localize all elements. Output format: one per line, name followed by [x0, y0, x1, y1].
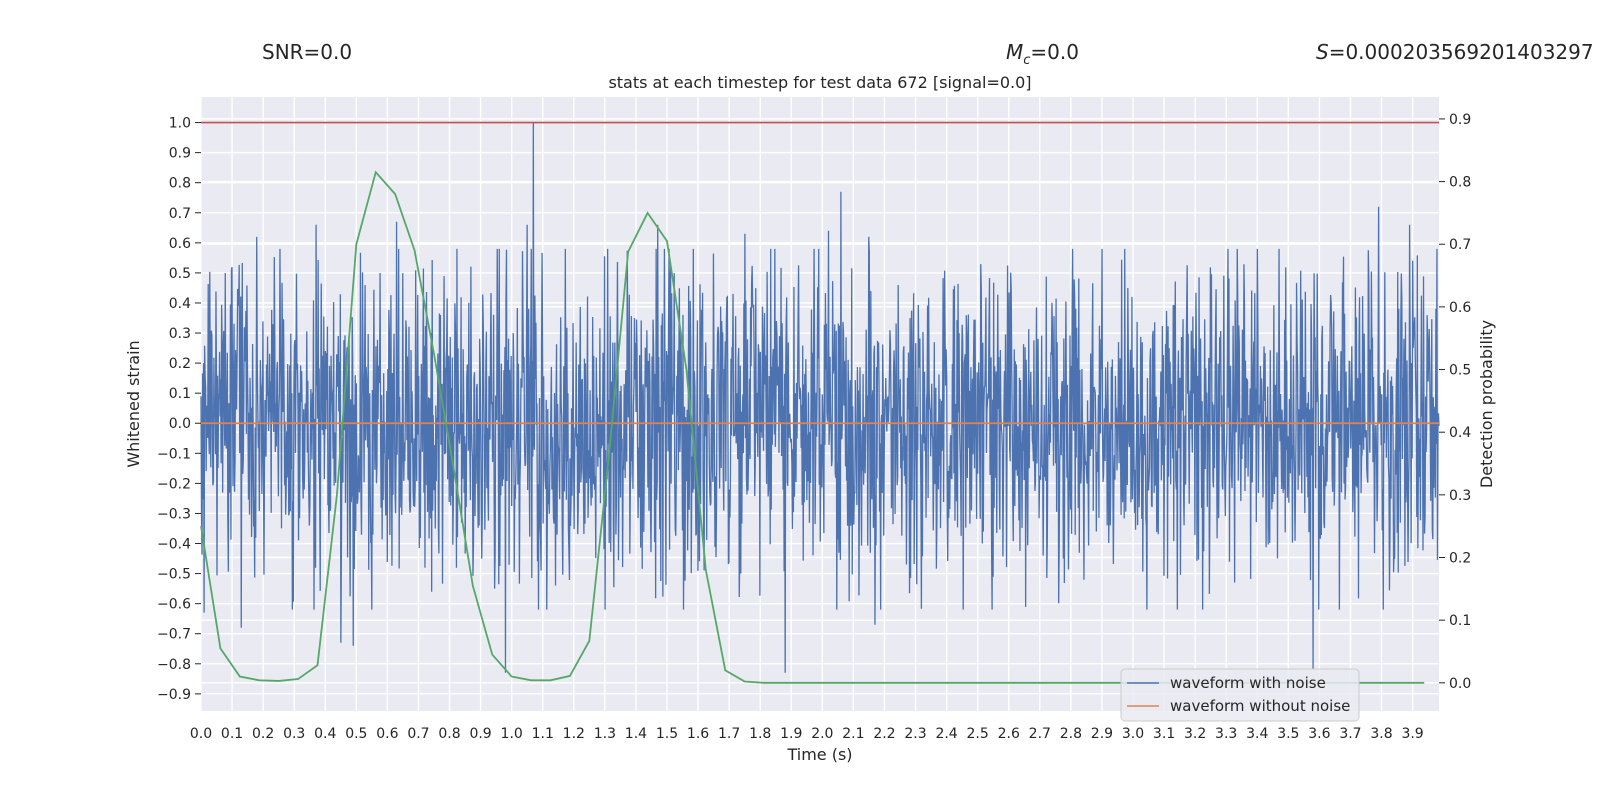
y-tick-label: 0.1 — [169, 386, 191, 402]
y2-tick-label: 0.2 — [1449, 551, 1471, 567]
x-tick-label: 2.9 — [1091, 726, 1113, 742]
y2-axis: 0.9 0.8 0.7 0.6 0.5 0.4 0.3 0.2 0.1 0.0 — [1439, 112, 1471, 692]
chart-title: stats at each timestep for test data 672… — [608, 73, 1031, 92]
y2-tick-label: 0.3 — [1449, 488, 1471, 504]
x-tick-label: 0.4 — [314, 726, 336, 742]
x-axis-label: Time (s) — [786, 745, 852, 764]
legend-label-clean: waveform without noise — [1170, 697, 1350, 715]
x-tick-label: 3.4 — [1246, 726, 1268, 742]
y2-tick-label: 0.9 — [1449, 112, 1471, 128]
chirp-mass-symbol: M — [1006, 40, 1024, 64]
x-tick-label: 3.1 — [1153, 726, 1175, 742]
x-tick-label: 0.7 — [407, 726, 429, 742]
y-tick-label: 0.0 — [169, 416, 191, 432]
y-axis: 1.0 0.9 0.8 0.7 0.6 0.5 0.4 0.3 0.2 0.1 0.0 −0.1 −0.… — [157, 116, 201, 703]
x-tick-label: 3.2 — [1184, 726, 1206, 742]
legend-box — [1120, 668, 1360, 722]
x-tick-label: 1.5 — [656, 726, 678, 742]
x-tick-label: 0.8 — [438, 726, 460, 742]
series-detection-probability — [200, 170, 1425, 684]
y2-tick-label: 0.5 — [1449, 363, 1471, 379]
x-tick-label: 3.8 — [1370, 726, 1392, 742]
y-tick-label: −0.8 — [157, 657, 191, 673]
x-tick-label: 0.6 — [376, 726, 398, 742]
x-tick-label: 1.2 — [563, 726, 585, 742]
chirp-mass-header: Mc=0.0 — [1006, 40, 1079, 68]
legend: waveform with noise waveform without noi… — [1120, 668, 1360, 722]
x-tick-label: 1.1 — [532, 726, 554, 742]
y2-tick-label: 0.0 — [1449, 676, 1471, 692]
s-statistic-header: S=0.000203569201403297 — [1316, 40, 1594, 64]
x-tick-label: 2.4 — [935, 726, 957, 742]
x-gridlines — [200, 97, 1414, 711]
x-tick-label: 2.5 — [967, 726, 989, 742]
y-tick-label: 0.7 — [169, 206, 191, 222]
x-tick-label: 0.5 — [345, 726, 367, 742]
y2-tick-label: 0.6 — [1449, 300, 1471, 316]
y-tick-label: −0.1 — [157, 446, 191, 462]
y-tick-label: 0.2 — [169, 356, 191, 372]
y-tick-label: 1.0 — [169, 116, 191, 132]
x-tick-label: 2.7 — [1029, 726, 1051, 742]
legend-label-noisy: waveform with noise — [1170, 674, 1326, 692]
y-tick-label: −0.5 — [157, 567, 191, 583]
chirp-mass-value: =0.0 — [1030, 40, 1079, 64]
x-tick-label: 2.6 — [998, 726, 1020, 742]
x-tick-label: 2.8 — [1060, 726, 1082, 742]
y2-gridlines — [201, 118, 1439, 684]
x-tick-label: 3.9 — [1401, 726, 1423, 742]
y-tick-label: −0.7 — [157, 627, 191, 643]
y-axis-label: Whitened strain — [124, 340, 143, 467]
chirp-mass-subscript: c — [1023, 53, 1031, 68]
x-tick-label: 2.2 — [873, 726, 895, 742]
series-layer — [200, 121, 1440, 684]
x-tick-label: 2.3 — [904, 726, 926, 742]
x-tick-label: 1.3 — [594, 726, 616, 742]
x-tick-label: 3.5 — [1277, 726, 1299, 742]
y-tick-label: −0.3 — [157, 506, 191, 522]
x-tick-label: 1.0 — [501, 726, 523, 742]
y-tick-label: 0.6 — [169, 236, 191, 252]
x-tick-label: 3.3 — [1215, 726, 1237, 742]
x-tick-label: 1.4 — [625, 726, 647, 742]
y-tick-label: −0.4 — [157, 537, 191, 553]
y-tick-label: −0.2 — [157, 476, 191, 492]
x-tick-label: 1.6 — [687, 726, 709, 742]
x-tick-label: 3.6 — [1308, 726, 1330, 742]
x-tick-label: 1.7 — [718, 726, 740, 742]
x-tick-label: 2.0 — [811, 726, 833, 742]
x-tick-label: 0.2 — [252, 726, 274, 742]
x-tick-label: 2.1 — [842, 726, 864, 742]
x-tick-label: 3.0 — [1122, 726, 1144, 742]
x-tick-label: 0.9 — [469, 726, 491, 742]
s-statistic-symbol: S — [1316, 40, 1329, 64]
y-tick-label: 0.3 — [169, 326, 191, 342]
snr-header: SNR=0.0 — [262, 40, 353, 64]
x-tick-label: 3.7 — [1339, 726, 1361, 742]
y2-tick-label: 0.4 — [1449, 425, 1471, 441]
y-tick-label: −0.6 — [157, 597, 191, 613]
s-statistic-value: =0.000203569201403297 — [1328, 40, 1594, 64]
y2-tick-label: 0.1 — [1449, 613, 1471, 629]
x-tick-label: 1.8 — [749, 726, 771, 742]
y-tick-label: −0.9 — [157, 687, 191, 703]
y-tick-label: 0.8 — [169, 176, 191, 192]
y-tick-label: 0.9 — [169, 146, 191, 162]
x-tick-label: 0.3 — [283, 726, 305, 742]
y2-tick-label: 0.8 — [1449, 175, 1471, 191]
x-tick-label: 1.9 — [780, 726, 802, 742]
y2-tick-label: 0.7 — [1449, 237, 1471, 253]
y-tick-label: 0.4 — [169, 296, 191, 312]
y-tick-label: 0.5 — [169, 266, 191, 282]
x-tick-label: 0.0 — [190, 726, 212, 742]
y2-axis-label: Detection probability — [1477, 320, 1496, 488]
x-axis: 0.0 0.1 0.2 0.3 0.4 0.5 0.6 0.7 0.8 0.9 1.0 1.1 1.2 1… — [190, 726, 1424, 742]
x-tick-label: 0.1 — [221, 726, 243, 742]
